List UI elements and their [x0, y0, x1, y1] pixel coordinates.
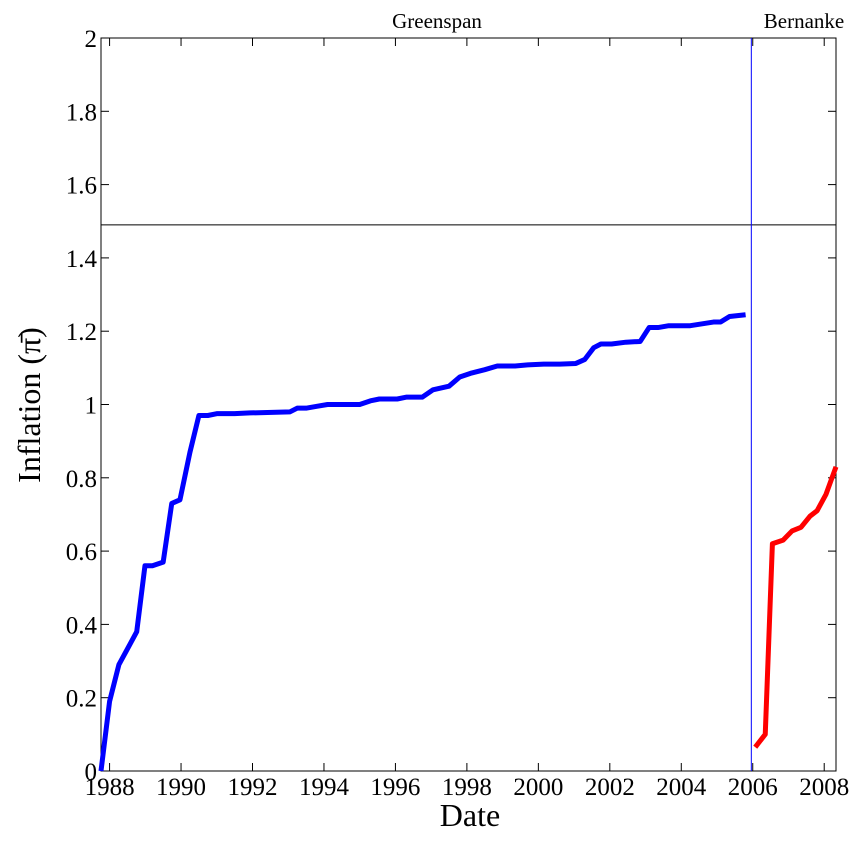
data-line [98, 312, 746, 772]
plot-frame [100, 37, 837, 772]
data-line [753, 465, 839, 749]
y-tick-label: 1.8 [66, 99, 97, 126]
y-tick-label: 0.6 [66, 539, 97, 566]
y-tick-label: 0 [85, 759, 98, 786]
x-tick-label: 1998 [442, 774, 492, 801]
x-tick-label: 2006 [728, 774, 778, 801]
y-tick-label: 1.2 [66, 319, 97, 346]
x-axis-label: Date [440, 797, 500, 833]
y-tick-label: 0.8 [66, 466, 97, 493]
x-tick-label: 1996 [370, 774, 420, 801]
annotation: Greenspan [392, 9, 482, 33]
x-tick-label: 2000 [513, 774, 563, 801]
x-tick-label: 1988 [85, 774, 135, 801]
y-tick-label: 2 [85, 26, 98, 53]
y-tick-label: 1.4 [66, 246, 98, 273]
x-tick-label: 1990 [156, 774, 206, 801]
x-tick-label: 1992 [228, 774, 278, 801]
y-tick-label: 1 [85, 393, 98, 420]
x-tick-label: 2008 [799, 774, 849, 801]
y-axis-label: Inflation (π̄) [11, 327, 47, 483]
x-tick-label: 2004 [656, 774, 707, 801]
y-tick-label: 0.4 [66, 612, 98, 639]
y-tick-label: 0.2 [66, 686, 97, 713]
x-tick-label: 1994 [299, 774, 350, 801]
annotation: Bernanke [764, 9, 844, 33]
x-tick-label: 2002 [585, 774, 635, 801]
y-tick-label: 1.6 [66, 173, 97, 200]
